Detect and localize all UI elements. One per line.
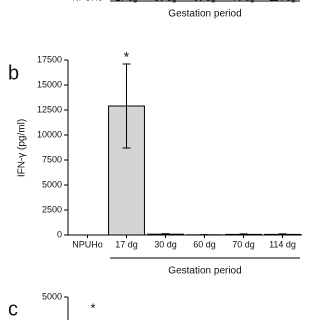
y-tick-label: 15000 [37,79,62,89]
x-tick-label: 17 dg [115,0,138,2]
x-tick-label: 30 dg [154,239,177,249]
y-tick-label: 7500 [42,154,62,164]
x-tick-label: 114 dg [269,0,296,2]
panel-label: b [8,62,19,84]
y-axis-label: IFN-γ (pg/ml) [17,119,28,177]
panel-label: c [8,298,18,320]
x-tick-label: 30 dg [154,0,177,2]
group-label: Gestation period [168,9,241,20]
x-tick-label: 17 dg [115,239,138,249]
y-tick-label: 5000 [42,179,62,189]
x-tick-label: 114 dg [269,239,296,249]
x-tick-label: 60 dg [193,239,216,249]
x-tick-label: 60 dg [193,0,216,2]
x-tick-label: 70 dg [232,239,255,249]
group-label: Gestation period [168,266,241,277]
y-tick-label: 0 [57,229,62,239]
annotation: * [90,300,95,315]
y-tick-label: 12500 [37,104,62,114]
y-tick-label: 17500 [37,54,62,64]
x-tick-label: 70 dg [232,0,255,2]
y-tick-label: 10000 [37,129,62,139]
y-tick-label: 2500 [42,204,62,214]
x-tick-label: NPUHo [72,239,103,249]
x-tick-label: NPUHo [72,0,103,2]
y-tick-label: 5000 [42,291,62,301]
annotation: * [124,49,130,65]
